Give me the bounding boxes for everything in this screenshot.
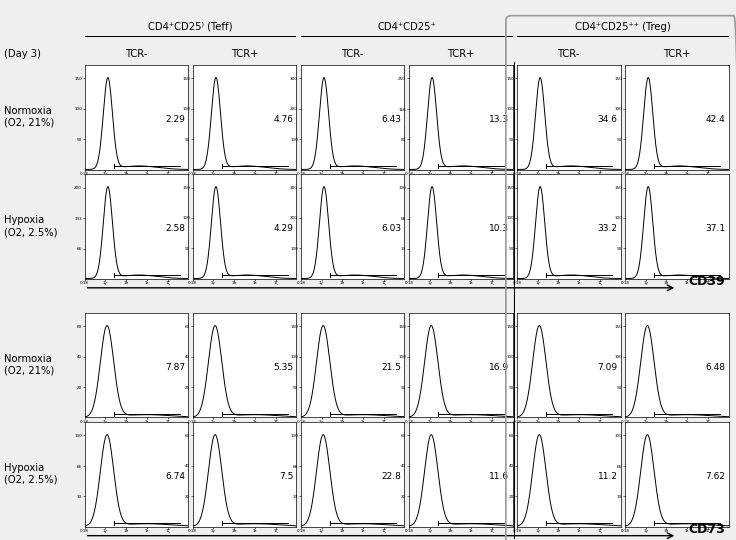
Text: CD39: CD39 [688,275,725,288]
Text: 6.43: 6.43 [381,115,401,124]
Text: CD4⁺CD25⁾ (Teff): CD4⁺CD25⁾ (Teff) [148,22,233,32]
Text: (Day 3): (Day 3) [4,49,40,59]
Text: TCR-: TCR- [125,49,148,59]
Text: CD4⁺CD25⁺: CD4⁺CD25⁺ [378,22,436,32]
Text: 4.29: 4.29 [273,224,293,233]
Text: 21.5: 21.5 [381,363,401,372]
Text: 22.8: 22.8 [381,472,401,481]
Text: 5.35: 5.35 [273,363,293,372]
Text: CD4⁺CD25⁺⁺ (Treg): CD4⁺CD25⁺⁺ (Treg) [575,22,670,32]
Text: CD73: CD73 [688,523,725,536]
Text: Normoxia
(O2, 21%): Normoxia (O2, 21%) [4,354,54,376]
Text: 34.6: 34.6 [598,115,618,124]
Text: 13.3: 13.3 [489,115,509,124]
Text: 16.9: 16.9 [489,363,509,372]
Text: 6.74: 6.74 [165,472,185,481]
Text: 7.62: 7.62 [706,472,726,481]
Text: 7.09: 7.09 [598,363,618,372]
Text: TCR-: TCR- [342,49,364,59]
Text: Normoxia
(O2, 21%): Normoxia (O2, 21%) [4,106,54,128]
Text: TCR+: TCR+ [447,49,475,59]
Text: 2.29: 2.29 [166,115,185,124]
Text: TCR+: TCR+ [663,49,690,59]
Text: 4.76: 4.76 [273,115,293,124]
Text: 2.58: 2.58 [165,224,185,233]
Text: Hypoxia
(O2, 2.5%): Hypoxia (O2, 2.5%) [4,215,57,237]
Text: 6.48: 6.48 [706,363,726,372]
Text: 11.2: 11.2 [598,472,618,481]
Text: 7.5: 7.5 [279,472,293,481]
Text: 33.2: 33.2 [598,224,618,233]
Text: TCR-: TCR- [558,49,580,59]
Text: TCR+: TCR+ [231,49,258,59]
Text: 10.3: 10.3 [489,224,509,233]
Text: 42.4: 42.4 [706,115,726,124]
Text: 11.6: 11.6 [489,472,509,481]
Text: 37.1: 37.1 [705,224,726,233]
Text: 7.87: 7.87 [165,363,185,372]
Text: 6.03: 6.03 [381,224,401,233]
Text: Hypoxia
(O2, 2.5%): Hypoxia (O2, 2.5%) [4,463,57,485]
